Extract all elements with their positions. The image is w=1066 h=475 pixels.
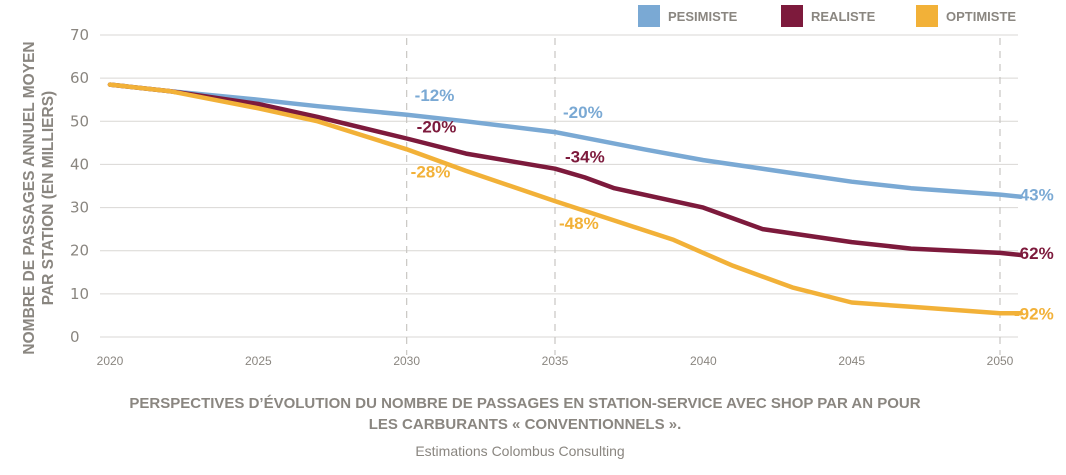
- x-tick-label: 2030: [393, 354, 420, 368]
- legend-label: OPTIMISTE: [946, 9, 1016, 24]
- legend-swatch: [781, 5, 803, 27]
- x-tick-label: 2020: [97, 354, 124, 368]
- data-label: -43%: [1014, 186, 1054, 205]
- x-tick-label: 2025: [245, 354, 272, 368]
- x-tick-label: 2035: [542, 354, 569, 368]
- data-label: -20%: [563, 103, 603, 122]
- data-label: -34%: [565, 148, 605, 167]
- y-axis-label: NOMBRE DE PASSAGES ANNUEL MOYEN PAR STATI…: [21, 41, 57, 354]
- data-labels: -12% -20% -43% -20% -34% -62% -28% -48% -92%: [411, 86, 1054, 323]
- y-tick-label: 0: [70, 328, 80, 346]
- x-axis-ticks: 2020 2025 2030 2035 2040 2045 2050: [97, 354, 1014, 368]
- legend-swatch: [916, 5, 938, 27]
- x-tick-label: 2040: [690, 354, 717, 368]
- y-axis-ticks: 0 10 20 30 40 50 60 70: [70, 26, 89, 346]
- series-lines: [107, 82, 1024, 316]
- data-label: -48%: [559, 214, 599, 233]
- y-tick-label: 30: [70, 199, 89, 217]
- chart-caption-line1: PERSPECTIVES D’ÉVOLUTION DU NOMBRE DE PA…: [129, 395, 921, 412]
- y-tick-label: 10: [70, 285, 89, 303]
- data-label: -28%: [411, 162, 451, 181]
- legend-label: REALISTE: [811, 9, 876, 24]
- y-axis-label-line: PAR STATION (EN MILLIERS): [40, 91, 57, 305]
- series-line-optimiste: [107, 82, 1024, 316]
- y-tick-label: 40: [70, 155, 89, 173]
- y-tick-label: 60: [70, 69, 89, 87]
- data-label: -20%: [417, 118, 457, 137]
- line-chart: NOMBRE DE PASSAGES ANNUEL MOYEN PAR STATI…: [21, 5, 1054, 368]
- data-label: -62%: [1014, 244, 1054, 263]
- series-line-pesimiste: [107, 82, 1024, 200]
- legend: PESIMISTE REALISTE OPTIMISTE: [638, 5, 1016, 27]
- y-tick-label: 20: [70, 242, 89, 260]
- y-axis-label-line: NOMBRE DE PASSAGES ANNUEL MOYEN: [21, 41, 38, 354]
- x-tick-label: 2050: [987, 354, 1014, 368]
- chart-caption-line2: LES CARBURANTS « CONVENTIONNELS ».: [368, 416, 682, 433]
- chart-source: Estimations Colombus Consulting: [415, 443, 625, 459]
- legend-label: PESIMISTE: [668, 9, 738, 24]
- chart-caption: PERSPECTIVES D’ÉVOLUTION DU NOMBRE DE PA…: [60, 393, 990, 435]
- legend-swatch: [638, 5, 660, 27]
- data-label: -92%: [1014, 304, 1054, 323]
- y-tick-label: 70: [70, 26, 89, 44]
- y-tick-label: 50: [70, 112, 89, 130]
- gridlines: [100, 34, 1018, 338]
- x-tick-label: 2045: [838, 354, 865, 368]
- data-label: -12%: [415, 86, 455, 105]
- series-line-realiste: [107, 82, 1024, 258]
